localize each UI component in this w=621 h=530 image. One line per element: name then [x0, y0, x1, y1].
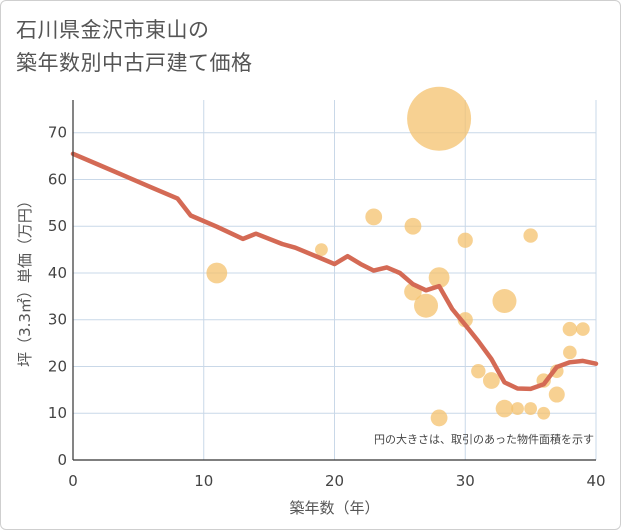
data-bubble	[414, 293, 439, 318]
y-tick-label: 0	[57, 451, 67, 469]
chart-title: 石川県金沢市東山の 築年数別中古戸建て価格	[16, 14, 576, 80]
trend-series	[70, 151, 599, 392]
x-tick-label: 40	[586, 472, 605, 490]
x-tick-label: 30	[456, 472, 475, 490]
x-tick-label: 0	[68, 472, 78, 490]
data-bubble	[430, 409, 448, 427]
data-bubble	[457, 232, 473, 248]
data-bubble	[562, 321, 578, 337]
data-bubble	[428, 267, 450, 289]
grid-lines	[73, 100, 597, 460]
chart-title-line-2: 築年数別中古戸建て価格	[16, 51, 253, 75]
size-legend-note: 円の大きさは、取引のあった物件面積を示す	[374, 432, 594, 446]
x-tick-label: 10	[194, 472, 213, 490]
data-bubble	[524, 402, 538, 415]
y-tick-label: 20	[48, 357, 67, 375]
y-tick-label: 50	[48, 217, 67, 235]
data-bubble	[511, 402, 524, 415]
y-axis-label: 坪（3.3㎡）単価（万円）	[16, 193, 34, 367]
data-bubble	[548, 386, 565, 403]
data-bubble	[206, 262, 228, 284]
data-bubble	[492, 289, 517, 314]
y-tick-label: 60	[48, 170, 67, 188]
y-tick-label: 40	[48, 264, 67, 282]
data-bubble	[537, 406, 551, 420]
y-tick-label: 30	[48, 311, 67, 329]
bubble-series	[206, 86, 590, 427]
x-axis-label: 築年数（年）	[289, 499, 379, 517]
data-bubble	[404, 217, 422, 235]
chart-title-line-1: 石川県金沢市東山の	[16, 18, 210, 42]
data-bubble	[365, 208, 383, 226]
data-bubble	[471, 363, 486, 379]
axes: 0 10 20 30 40 0 10 20 30 40 50 60 70	[48, 100, 606, 490]
data-bubble	[315, 243, 328, 257]
trend-line	[70, 151, 599, 392]
data-bubble	[576, 322, 590, 336]
data-bubble	[407, 86, 472, 151]
x-tick-label: 20	[325, 472, 344, 490]
y-tick-label: 70	[48, 124, 67, 142]
data-bubble	[483, 372, 500, 389]
y-tick-label: 10	[48, 404, 67, 422]
data-bubble	[563, 345, 577, 360]
data-bubble	[495, 399, 514, 418]
data-bubble	[523, 228, 538, 243]
